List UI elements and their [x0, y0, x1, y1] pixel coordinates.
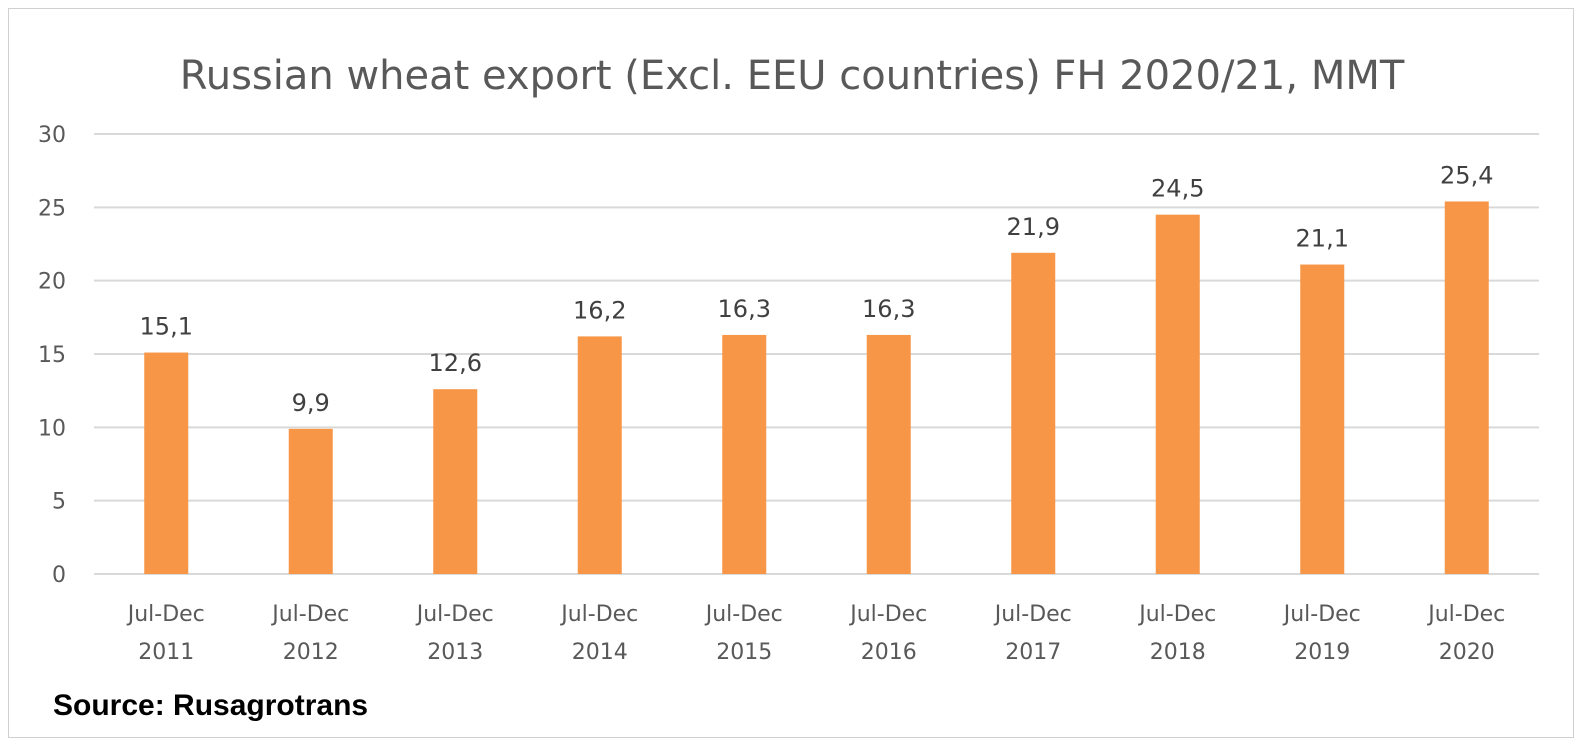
bar-2016: [866, 334, 911, 574]
grid-lines: [94, 133, 1539, 575]
x-tick-label-period: Jul-Dec: [415, 602, 494, 627]
x-axis-ticks: Jul-Dec 2011 Jul-Dec 2012 Jul-Dec 2013 Jul-Dec…: [126, 602, 1506, 665]
x-tick-label-year: 2013: [427, 640, 483, 665]
x-tick-label-year: 2020: [1439, 640, 1495, 665]
x-tick-label-year: 2015: [716, 640, 772, 665]
x-tick-label-year: 2012: [283, 640, 339, 665]
bar-2014: [577, 336, 622, 574]
y-tick-label: 15: [38, 343, 66, 368]
x-tick-label-year: 2011: [138, 640, 194, 665]
x-tick-label-period: Jul-Dec: [993, 602, 1072, 627]
data-label-2011: 15,1: [140, 313, 193, 341]
y-tick-label: 0: [52, 563, 66, 588]
data-label-2017: 21,9: [1007, 213, 1060, 241]
x-tick-label-period: Jul-Dec: [704, 602, 783, 627]
data-label-2018: 24,5: [1151, 175, 1204, 203]
chart-title: Russian wheat export (Excl. EEU countrie…: [180, 53, 1405, 99]
x-tick-label-year: 2014: [572, 640, 628, 665]
x-tick-label-period: Jul-Dec: [848, 602, 927, 627]
x-tick-label-year: 2016: [861, 640, 917, 665]
x-tick-label-period: Jul-Dec: [126, 602, 205, 627]
x-tick-label-year: 2017: [1005, 640, 1061, 665]
x-tick-label-period: Jul-Dec: [1282, 602, 1361, 627]
data-label-2020: 25,4: [1440, 161, 1493, 189]
data-label-2016: 16,3: [862, 295, 915, 323]
y-tick-label: 30: [38, 123, 66, 148]
bar-2019: [1300, 264, 1345, 574]
source-note: Source: Rusagrotrans: [53, 689, 368, 722]
x-tick-label-period: Jul-Dec: [270, 602, 349, 627]
bar-2012: [288, 428, 333, 574]
x-tick-label-period: Jul-Dec: [1426, 602, 1505, 627]
y-tick-label: 20: [38, 270, 66, 295]
y-tick-label: 25: [38, 196, 66, 221]
x-tick-label-year: 2019: [1294, 640, 1350, 665]
bar-2020: [1444, 201, 1489, 574]
data-label-2019: 21,1: [1296, 225, 1349, 253]
bar-2018: [1155, 214, 1200, 574]
chart-frame: Russian wheat export (Excl. EEU countrie…: [8, 8, 1574, 738]
y-axis-ticks: 0 5 10 15 20 25 30: [38, 123, 66, 588]
y-tick-label: 5: [52, 490, 66, 515]
y-tick-label: 10: [38, 416, 66, 441]
data-label-2012: 9,9: [292, 389, 330, 417]
data-label-2015: 16,3: [718, 295, 771, 323]
x-tick-label-year: 2018: [1150, 640, 1206, 665]
bar-2015: [722, 334, 767, 574]
bar-2011: [144, 352, 189, 574]
x-tick-label-period: Jul-Dec: [559, 602, 638, 627]
data-labels: 15,1 9,9 12,6 16,2 16,3 16,3 21,9 24,5 21,1 25,4: [140, 161, 1494, 416]
bars: [144, 201, 1489, 575]
data-label-2014: 16,2: [573, 296, 626, 324]
bar-chart: Russian wheat export (Excl. EEU countrie…: [38, 53, 1539, 722]
data-label-2013: 12,6: [429, 349, 482, 377]
bar-2017: [1011, 252, 1056, 575]
x-tick-label-period: Jul-Dec: [1137, 602, 1216, 627]
bar-2013: [433, 389, 478, 574]
